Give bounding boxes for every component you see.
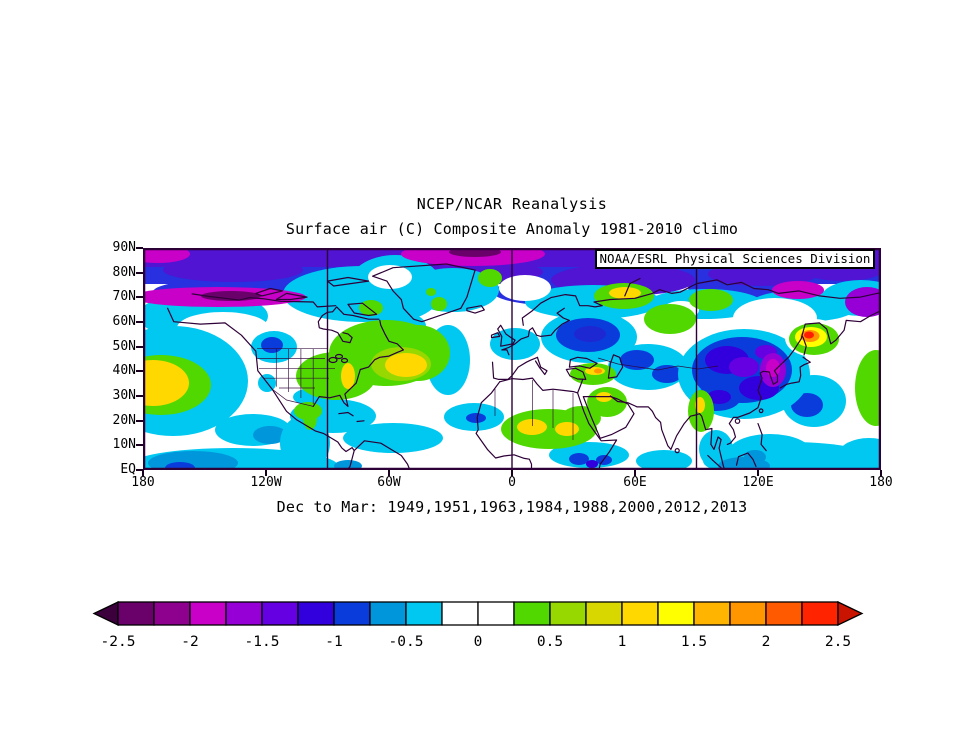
colorbar-tick-label: 1.5 [681,634,707,650]
lat-tick-label: 40N [113,364,136,378]
colorbar-cell [118,602,154,625]
lat-tick [136,444,143,446]
lat-tick [136,346,143,348]
colorbar-tick-label: 2 [762,634,771,650]
colorbar-cell [730,602,766,625]
colorbar-cell [406,602,442,625]
colorbar-cell [370,602,406,625]
colorbar-tick-label: 2.5 [825,634,851,650]
colorbar: -2.5 -2 -1.5 -1 -0.5 0 0.5 1 1.5 2 2.5 [88,598,872,652]
anomaly-map: NOAA/ESRL Physical Sciences Division [143,248,881,470]
lat-tick-label: 90N [113,241,136,255]
colorbar-cell [694,602,730,625]
lat-tick-label: 20N [113,414,136,428]
lon-tick-label: 60E [600,476,670,490]
lat-tick [136,247,143,249]
lon-tick-label: 120E [723,476,793,490]
lon-tick [388,470,390,476]
lat-tick-label: 10N [113,438,136,452]
lon-tick [757,470,759,476]
lat-tick [136,420,143,422]
colorbar-tick-label: -2 [181,634,198,650]
lon-tick-label: 180 [846,476,916,490]
colorbar-cell [550,602,586,625]
colorbar-right-arrow [838,602,862,625]
lon-tick [265,470,267,476]
lat-tick [136,370,143,372]
colorbar-cell [586,602,622,625]
colorbar-tick-label: -2.5 [101,634,136,650]
lon-tick [511,470,513,476]
colorbar-cell [478,602,514,625]
colorbar-tick-label: 1 [618,634,627,650]
colorbar-cell [514,602,550,625]
lat-tick-label: 50N [113,340,136,354]
lat-tick [136,296,143,298]
colorbar-cell [262,602,298,625]
attribution-box: NOAA/ESRL Physical Sciences Division [595,249,875,269]
colorbar-cell [334,602,370,625]
lat-tick [136,321,143,323]
lat-tick [136,395,143,397]
colorbar-cell [190,602,226,625]
composite-caption: Dec to Mar: 1949,1951,1963,1984,1988,200… [123,498,901,516]
colorbar-cell [622,602,658,625]
lon-tick [142,470,144,476]
colorbar-cell [802,602,838,625]
lon-tick [880,470,882,476]
lon-tick [634,470,636,476]
colorbar-left-arrow [94,602,118,625]
plot-subtitle: Surface air (C) Composite Anomaly 1981-2… [123,220,901,238]
colorbar-tick-label: -0.5 [389,634,424,650]
colorbar-cell [298,602,334,625]
colorbar-cell [442,602,478,625]
lon-tick-label: 60W [354,476,424,490]
lon-tick-label: 180 [108,476,178,490]
lat-tick-label: 30N [113,389,136,403]
colorbar-tick-label: 0 [474,634,483,650]
colorbar-cell [658,602,694,625]
lat-tick [136,272,143,274]
colorbar-tick-label: 0.5 [537,634,563,650]
lon-tick-label: 120W [231,476,301,490]
colorbar-tick-label: -1.5 [245,634,280,650]
lat-tick-label: 80N [113,266,136,280]
lon-tick-label: 0 [477,476,547,490]
anomaly-map-svg [143,248,881,470]
colorbar-cell [154,602,190,625]
colorbar-cell [226,602,262,625]
colorbar-tick-label: -1 [325,634,342,650]
lat-tick-label: 60N [113,315,136,329]
colorbar-cell [766,602,802,625]
reanalysis-plot-page: NCEP/NCAR Reanalysis Surface air (C) Com… [0,0,960,742]
lat-tick-label: 70N [113,290,136,304]
plot-title: NCEP/NCAR Reanalysis [143,195,881,213]
